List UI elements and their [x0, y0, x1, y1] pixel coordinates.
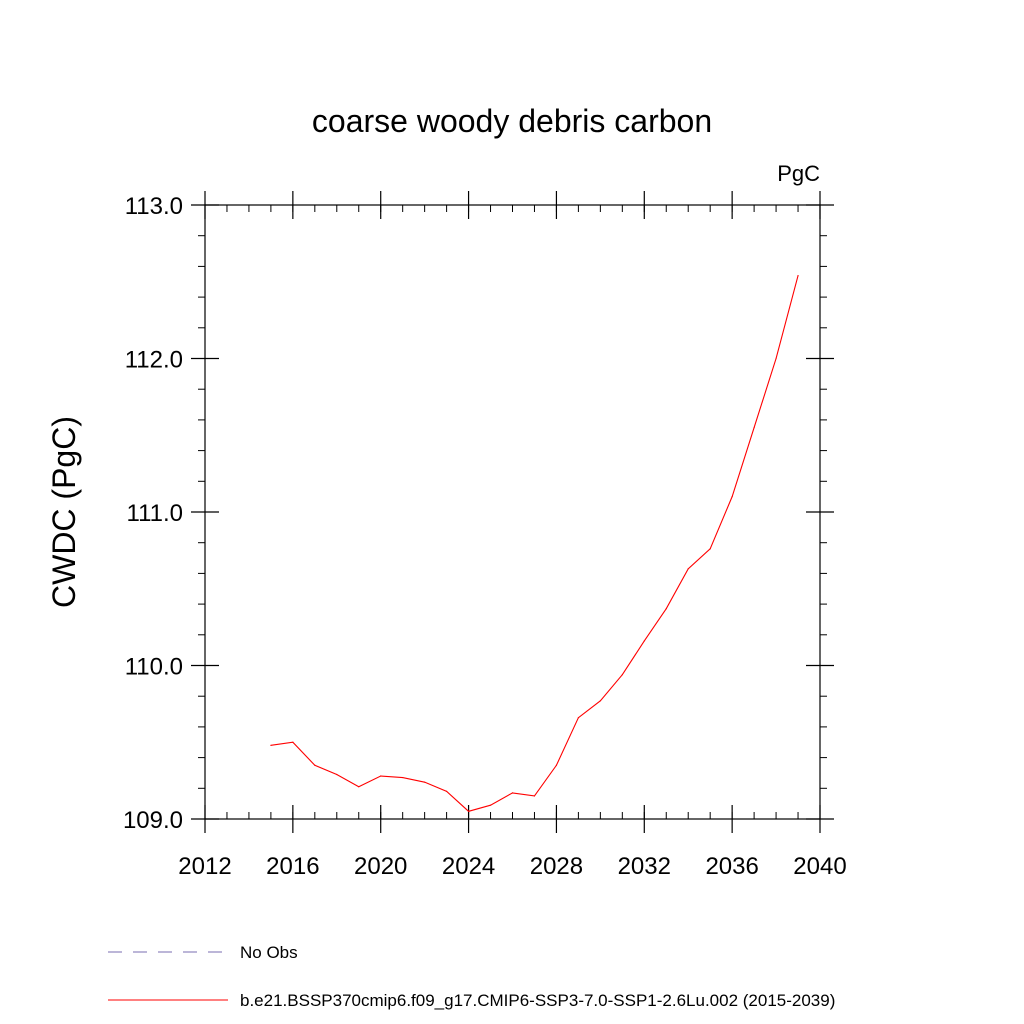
y-axis-label: CWDC (PgC): [46, 416, 82, 608]
x-tick-label: 2036: [705, 853, 758, 880]
data-point: [489, 804, 492, 806]
data-point: [731, 496, 733, 498]
legend-label: b.e21.BSSP370cmip6.f09_g17.CMIP6-SSP3-7.…: [240, 991, 835, 1010]
x-tick-label: 2032: [618, 853, 671, 880]
y-tick-label: 111.0: [127, 500, 184, 527]
y-tick-labels: 109.0 110.0 111.0 112.0 113.0: [123, 193, 183, 834]
data-point: [643, 640, 645, 642]
data-point: [511, 792, 514, 794]
x-tick-label: 2012: [178, 853, 231, 880]
plot-frame: [204, 204, 821, 820]
axis-ticks: [191, 191, 834, 833]
x-tick-labels: 2012 2016 2020 2024 2028 2032 2036 2040: [178, 853, 846, 880]
y-tick-label: 112.0: [125, 347, 183, 374]
data-point: [336, 773, 338, 776]
series-line: [270, 275, 799, 812]
data-point: [709, 548, 711, 550]
data-point: [753, 426, 755, 429]
x-tick-label: 2020: [354, 853, 407, 880]
y-tick-label: 110.0: [125, 654, 183, 681]
data-point: [292, 741, 294, 743]
data-point: [599, 700, 601, 702]
y-tick-label: 109.0: [123, 807, 183, 834]
data-point: [797, 275, 799, 277]
data-point: [402, 776, 404, 779]
data-point: [621, 674, 623, 676]
x-tick-label: 2016: [266, 853, 319, 880]
data-point: [533, 795, 536, 797]
series-lines: [270, 275, 799, 812]
data-point: [665, 608, 667, 610]
data-point: [270, 744, 272, 746]
x-tick-label: 2028: [530, 853, 583, 880]
data-point: [446, 790, 448, 792]
x-tick-label: 2040: [793, 853, 846, 880]
data-point: [424, 781, 426, 783]
x-tick-label: 2024: [442, 853, 495, 880]
data-point: [687, 568, 689, 570]
legend-label: No Obs: [240, 943, 298, 962]
data-point: [577, 717, 579, 719]
data-point: [358, 786, 360, 788]
legend: No Obs b.e21.BSSP370cmip6.f09_g17.CMIP6-S…: [108, 943, 835, 1010]
y-tick-label: 113.0: [125, 193, 183, 220]
data-point: [775, 357, 777, 360]
data-point: [380, 775, 382, 777]
data-point: [314, 764, 316, 766]
chart-title: coarse woody debris carbon: [312, 103, 712, 139]
data-point: [555, 764, 558, 766]
data-point: [467, 810, 470, 812]
units-label: PgC: [777, 161, 820, 186]
